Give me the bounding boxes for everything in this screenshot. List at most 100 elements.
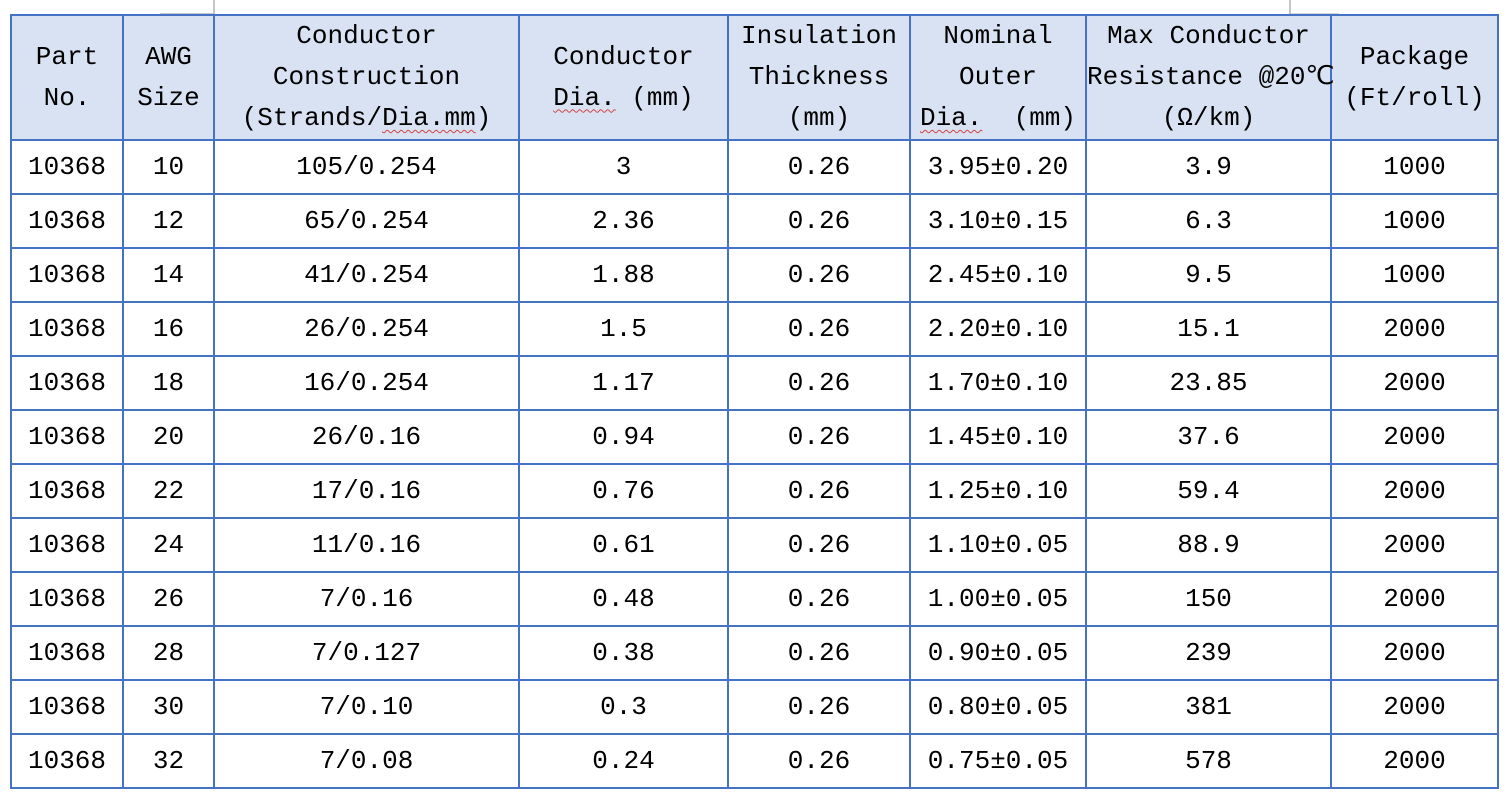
cell-nominal-outer-dia: 1.00±0.05 — [909, 571, 1087, 627]
cell-part-no: 10368 — [10, 571, 124, 627]
header-line: Conductor — [553, 41, 694, 72]
cell-nominal-outer-dia: 3.10±0.15 — [909, 193, 1087, 249]
cell-nominal-outer-dia: 3.95±0.20 — [909, 139, 1087, 195]
cell-part-no: 10368 — [10, 463, 124, 519]
cell-package: 2000 — [1330, 625, 1499, 681]
cell-part-no: 10368 — [10, 355, 124, 411]
cell-part-no: 10368 — [10, 301, 124, 357]
cell-awg-size: 30 — [122, 679, 215, 735]
cell-insulation-thickness: 0.26 — [727, 571, 911, 627]
cell-conductor-dia: 0.48 — [518, 571, 729, 627]
column-header-awg-size: AWG Size — [122, 14, 215, 141]
column-header-conductor-dia: Conductor Dia. (mm) — [518, 14, 729, 141]
cropped-table-remnant-line — [213, 0, 215, 14]
cell-max-conductor-resistance: 3.9 — [1085, 139, 1332, 195]
cell-awg-size: 32 — [122, 733, 215, 789]
column-header-conductor-construction: Conductor Construction (Strands/Dia.mm) — [213, 14, 520, 141]
header-line: (mm) — [787, 103, 851, 133]
cell-conductor-dia: 1.5 — [518, 301, 729, 357]
cell-part-no: 10368 — [10, 247, 124, 303]
cell-awg-size: 18 — [122, 355, 215, 411]
cell-nominal-outer-dia: 0.80±0.05 — [909, 679, 1087, 735]
cell-conductor-dia: 2.36 — [518, 193, 729, 249]
cell-max-conductor-resistance: 578 — [1085, 733, 1332, 789]
cell-max-conductor-resistance: 37.6 — [1085, 409, 1332, 465]
cell-nominal-outer-dia: 1.45±0.10 — [909, 409, 1087, 465]
cell-max-conductor-resistance: 15.1 — [1085, 301, 1332, 357]
cell-insulation-thickness: 0.26 — [727, 463, 911, 519]
cell-part-no: 10368 — [10, 679, 124, 735]
cell-conductor-dia: 1.17 — [518, 355, 729, 411]
cell-nominal-outer-dia: 0.90±0.05 — [909, 625, 1087, 681]
cropped-table-remnant-line — [160, 13, 215, 15]
cell-awg-size: 26 — [122, 571, 215, 627]
table-row: 10368 26 7/0.16 0.48 0.26 1.00±0.05 150 2000 — [10, 571, 1499, 627]
table-body: 10368 10 105/0.254 3 0.26 3.95±0.20 3.9 1000 103… — [10, 139, 1499, 789]
header-line: Part — [35, 41, 99, 72]
cell-package: 2000 — [1330, 355, 1499, 411]
cell-conductor-dia: 0.94 — [518, 409, 729, 465]
cell-insulation-thickness: 0.26 — [727, 301, 911, 357]
cell-awg-size: 22 — [122, 463, 215, 519]
cell-insulation-thickness: 0.26 — [727, 625, 911, 681]
header-line: (Ω/km) — [1161, 103, 1256, 133]
header-line: AWG — [145, 41, 192, 72]
header-line: Nominal — [943, 21, 1053, 51]
column-header-part-no: Part No. — [10, 14, 124, 141]
header-line: Construction — [272, 62, 461, 92]
header-line: Size — [137, 82, 200, 113]
header-line: Insulation — [740, 21, 898, 51]
cell-part-no: 10368 — [10, 517, 124, 573]
cell-part-no: 10368 — [10, 139, 124, 195]
cell-awg-size: 10 — [122, 139, 215, 195]
column-header-insulation-thickness: Insulation Thickness (mm) — [727, 14, 911, 141]
table-row: 10368 16 26/0.254 1.5 0.26 2.20±0.10 15.1 2000 — [10, 301, 1499, 357]
cell-awg-size: 14 — [122, 247, 215, 303]
cell-conductor-dia: 0.38 — [518, 625, 729, 681]
column-header-nominal-outer-dia: Nominal Outer Dia. (mm) — [909, 14, 1087, 141]
cell-insulation-thickness: 0.26 — [727, 679, 911, 735]
cell-insulation-thickness: 0.26 — [727, 193, 911, 249]
cell-conductor-construction: 7/0.10 — [213, 679, 520, 735]
cell-nominal-outer-dia: 1.10±0.05 — [909, 517, 1087, 573]
cell-package: 1000 — [1330, 247, 1499, 303]
cell-conductor-construction: 7/0.16 — [213, 571, 520, 627]
cell-insulation-thickness: 0.26 — [727, 139, 911, 195]
cell-insulation-thickness: 0.26 — [727, 733, 911, 789]
table-header: Part No. AWG Size Conductor Construction (Stra… — [10, 14, 1499, 141]
cell-conductor-construction: 16/0.254 — [213, 355, 520, 411]
table-row: 10368 10 105/0.254 3 0.26 3.95±0.20 3.9 1000 — [10, 139, 1499, 195]
cell-package: 2000 — [1330, 409, 1499, 465]
spellcheck-underline: Dia.mm — [382, 103, 476, 133]
table-row: 10368 22 17/0.16 0.76 0.26 1.25±0.10 59.4 2000 — [10, 463, 1499, 519]
spellcheck-underline: Dia. — [919, 103, 983, 133]
cell-nominal-outer-dia: 1.70±0.10 — [909, 355, 1087, 411]
cell-conductor-dia: 0.24 — [518, 733, 729, 789]
header-line: No. — [43, 82, 91, 113]
header-line: Thickness — [748, 62, 890, 92]
header-line: (Ft/roll) — [1344, 82, 1485, 113]
table-row: 10368 28 7/0.127 0.38 0.26 0.90±0.05 239 2000 — [10, 625, 1499, 681]
header-row: Part No. AWG Size Conductor Construction (Stra… — [10, 14, 1499, 141]
cell-package: 2000 — [1330, 679, 1499, 735]
cell-package: 1000 — [1330, 139, 1499, 195]
cell-insulation-thickness: 0.26 — [727, 355, 911, 411]
header-line: Package — [1359, 41, 1470, 72]
cell-nominal-outer-dia: 2.20±0.10 — [909, 301, 1087, 357]
header-line: Dia. (mm) — [553, 82, 694, 113]
cell-awg-size: 16 — [122, 301, 215, 357]
cell-package: 1000 — [1330, 193, 1499, 249]
table-row: 10368 20 26/0.16 0.94 0.26 1.45±0.10 37.6 2000 — [10, 409, 1499, 465]
header-line: (Strands/Dia.mm) — [241, 103, 492, 133]
cell-conductor-construction: 7/0.08 — [213, 733, 520, 789]
cell-conductor-construction: 41/0.254 — [213, 247, 520, 303]
cell-part-no: 10368 — [10, 409, 124, 465]
cell-part-no: 10368 — [10, 733, 124, 789]
cell-conductor-dia: 1.88 — [518, 247, 729, 303]
cell-awg-size: 28 — [122, 625, 215, 681]
cell-conductor-dia: 0.3 — [518, 679, 729, 735]
table-row: 10368 18 16/0.254 1.17 0.26 1.70±0.10 23.85 200… — [10, 355, 1499, 411]
cell-nominal-outer-dia: 1.25±0.10 — [909, 463, 1087, 519]
cell-max-conductor-resistance: 239 — [1085, 625, 1332, 681]
cell-awg-size: 12 — [122, 193, 215, 249]
